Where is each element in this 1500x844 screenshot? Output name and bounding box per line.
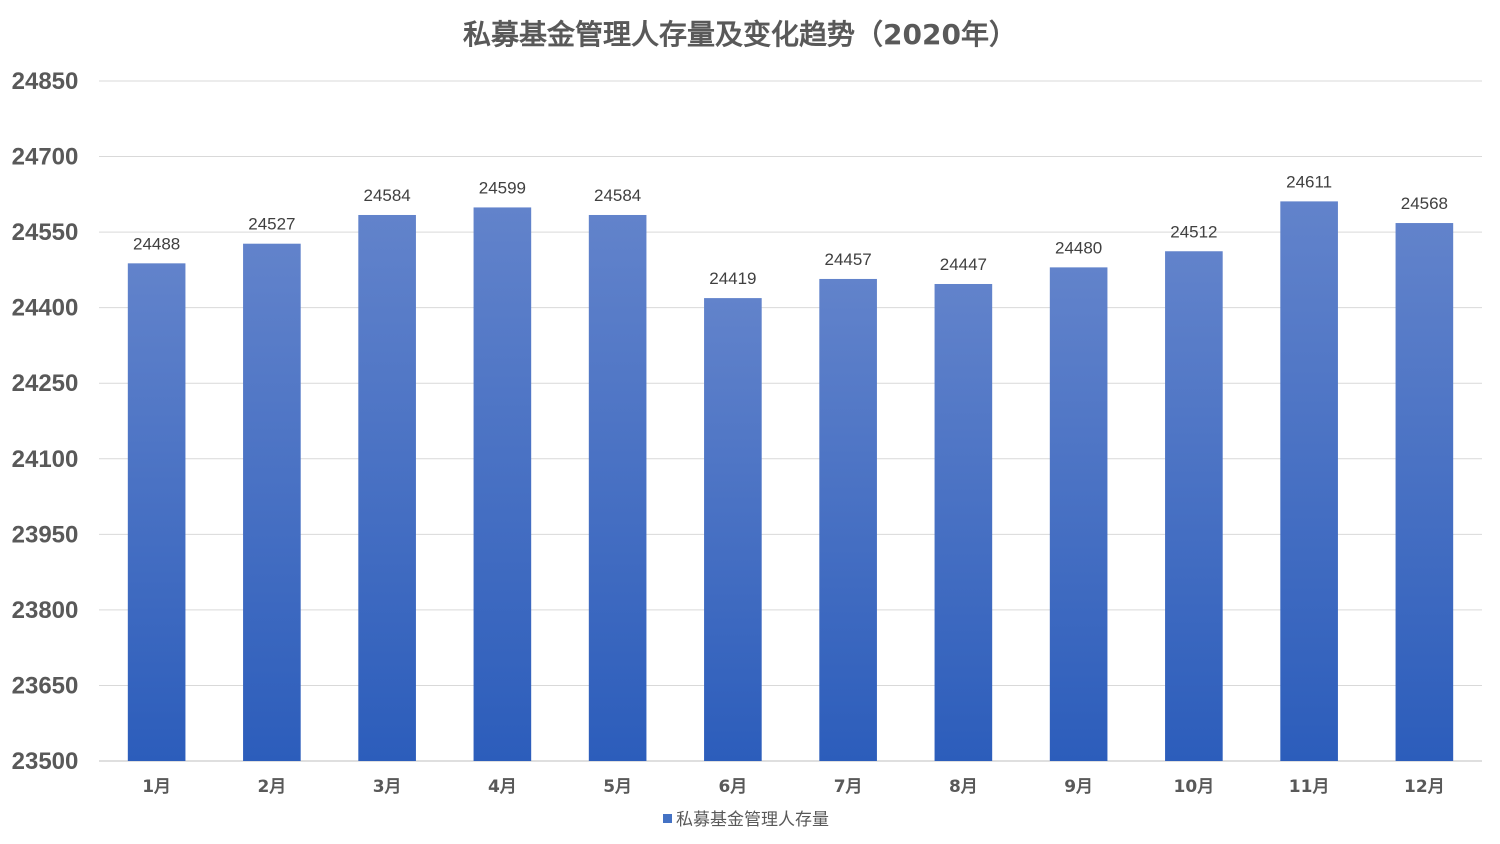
bar[interactable] <box>127 263 186 761</box>
y-tick-label: 24850 <box>12 68 79 95</box>
y-tick-label: 24550 <box>12 219 79 246</box>
bar[interactable] <box>1395 223 1454 762</box>
data-label: 24568 <box>1401 194 1448 213</box>
y-tick-label: 23950 <box>12 521 79 548</box>
bar[interactable] <box>1280 201 1338 761</box>
data-label: 24480 <box>1055 238 1102 257</box>
bar[interactable] <box>704 298 762 761</box>
y-tick-label: 24700 <box>12 144 79 171</box>
data-label: 24584 <box>363 186 410 205</box>
x-tick-label: 6月 <box>718 777 747 797</box>
x-tick-label: 10月 <box>1174 777 1215 797</box>
x-tick-label: 5月 <box>603 777 632 797</box>
data-label: 24457 <box>824 250 871 269</box>
y-tick-label: 23650 <box>12 672 79 699</box>
data-label: 24488 <box>133 234 180 253</box>
x-tick-label: 7月 <box>834 777 863 797</box>
bar[interactable] <box>1165 251 1223 762</box>
x-tick-label: 9月 <box>1064 777 1093 797</box>
data-label: 24527 <box>248 215 295 234</box>
data-labels: 24488 24527 24584 24599 24584 24419 24457 24447… <box>133 172 1448 288</box>
x-tick-label: 2月 <box>257 777 286 797</box>
data-label: 24419 <box>709 269 756 288</box>
x-tick-label: 1月 <box>142 777 171 797</box>
legend-swatch <box>663 814 672 823</box>
bar[interactable] <box>358 214 416 762</box>
x-tick-label: 11月 <box>1289 777 1330 797</box>
y-tick-label: 23800 <box>12 597 79 624</box>
bar[interactable] <box>934 283 993 761</box>
bar[interactable] <box>243 243 301 761</box>
bar[interactable] <box>819 278 877 761</box>
y-tick-label: 24100 <box>12 446 79 473</box>
gridlines <box>99 80 1482 762</box>
chart-title: 私募基金管理人存量及变化趋势（2020年） <box>463 18 1017 51</box>
data-label: 24447 <box>940 255 987 274</box>
y-tick-label: 24400 <box>12 295 79 322</box>
x-axis-ticks: 1月 2月 3月 4月 5月 6月 7月 8月 9月 10月 11月 12月 <box>142 777 1445 797</box>
bar[interactable] <box>588 214 647 762</box>
bar[interactable] <box>473 207 532 761</box>
x-tick-label: 3月 <box>373 777 402 797</box>
legend[interactable]: 私募基金管理人存量 <box>663 810 829 830</box>
x-tick-label: 4月 <box>488 777 517 797</box>
bar[interactable] <box>1049 267 1108 761</box>
legend-label: 私募基金管理人存量 <box>676 810 829 830</box>
y-axis-ticks: 23500 23650 23800 23950 24100 24250 24400 24550… <box>12 68 79 775</box>
data-label: 24611 <box>1286 172 1332 191</box>
y-tick-label: 24250 <box>12 370 79 397</box>
y-tick-label: 23500 <box>12 748 79 775</box>
bars <box>127 201 1454 762</box>
x-tick-label: 8月 <box>949 777 978 797</box>
data-label: 24599 <box>479 178 526 197</box>
x-tick-label: 12月 <box>1404 777 1445 797</box>
data-label: 24584 <box>594 186 641 205</box>
data-label: 24512 <box>1170 222 1217 241</box>
